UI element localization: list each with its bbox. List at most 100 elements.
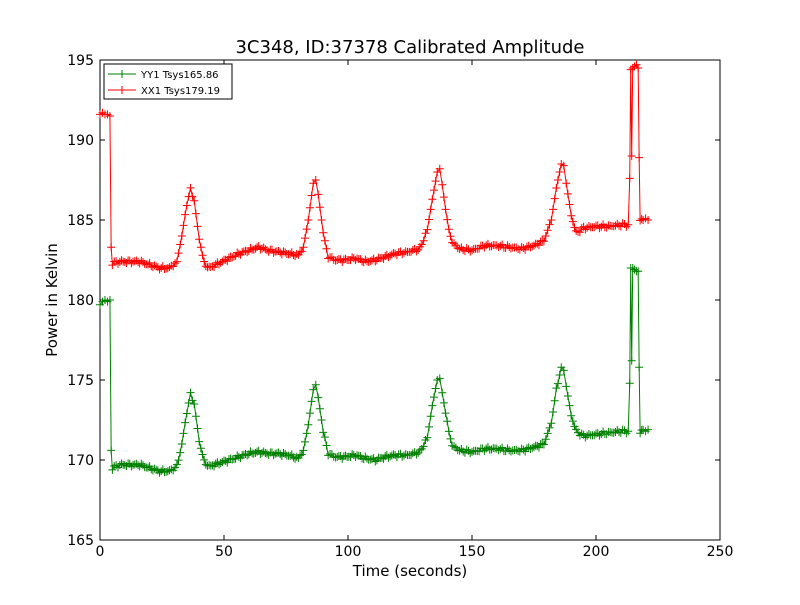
- data-point: [105, 296, 114, 304]
- data-point: [244, 247, 253, 256]
- data-point: [304, 420, 313, 429]
- legend-label: YY1 Tsys165.86: [140, 70, 219, 81]
- data-point: [550, 396, 559, 405]
- data-point: [568, 417, 577, 426]
- data-point: [291, 252, 300, 261]
- data-point: [377, 253, 386, 262]
- data-point: [565, 401, 574, 410]
- data-point: [506, 244, 515, 253]
- data-point: [539, 440, 548, 449]
- data-point: [590, 223, 599, 232]
- data-point: [333, 452, 342, 461]
- data-point: [428, 401, 437, 410]
- y-tick-label: 170: [67, 453, 94, 469]
- data-point: [190, 196, 199, 205]
- data-point: [391, 451, 400, 460]
- data-point: [305, 203, 314, 212]
- data-point: [533, 441, 542, 450]
- data-point: [625, 174, 634, 183]
- data-point: [487, 445, 496, 454]
- data-point: [635, 363, 644, 372]
- data-point: [297, 247, 306, 256]
- legend-box: [103, 63, 233, 100]
- data-point: [200, 257, 209, 266]
- data-point: [399, 248, 408, 257]
- data-point: [171, 259, 180, 268]
- data-point: [423, 225, 432, 234]
- data-point: [258, 244, 267, 253]
- data-point: [565, 200, 574, 209]
- data-point: [341, 254, 350, 263]
- data-point: [543, 429, 552, 438]
- data-point: [423, 433, 432, 442]
- data-point: [120, 461, 129, 470]
- y-tick-label: 180: [67, 293, 94, 309]
- data-point: [177, 232, 186, 240]
- data-point: [506, 447, 515, 456]
- data-point: [644, 425, 653, 434]
- data-point: [319, 428, 328, 437]
- data-point: [193, 424, 202, 433]
- data-point: [394, 248, 403, 257]
- data-point: [137, 256, 146, 265]
- data-point: [311, 380, 320, 389]
- data-point: [425, 215, 434, 224]
- data-point: [234, 452, 243, 461]
- data-point: [162, 467, 171, 476]
- data-point: [110, 461, 119, 470]
- data-point: [627, 356, 636, 365]
- data-point: [165, 263, 174, 272]
- data-point: [618, 425, 627, 434]
- data-point: [519, 445, 528, 454]
- data-point: [317, 416, 326, 424]
- data-point: [444, 427, 453, 436]
- data-point: [552, 384, 561, 393]
- data-point: [549, 408, 558, 416]
- data-point: [301, 437, 310, 446]
- data-point: [570, 223, 579, 232]
- legend-label: XX1 Tsys179.19: [141, 86, 220, 97]
- data-point: [581, 433, 590, 442]
- y-tick-label: 165: [67, 533, 94, 549]
- data-point: [179, 429, 188, 438]
- data-point: [503, 241, 512, 250]
- data-point: [188, 192, 197, 201]
- legend: YY1 Tsys165.86 XX1 Tsys179.19: [103, 63, 233, 100]
- data-point: [262, 449, 271, 458]
- data-point: [567, 211, 576, 220]
- data-point: [145, 258, 154, 267]
- data-point: [150, 464, 159, 473]
- data-point: [512, 445, 521, 454]
- data-point: [361, 452, 370, 461]
- data-point: [307, 191, 316, 200]
- data-point: [195, 235, 204, 244]
- data-point: [555, 370, 564, 379]
- data-point: [371, 457, 380, 466]
- data-point: [634, 267, 643, 276]
- y-tick-label: 190: [67, 133, 94, 149]
- data-point: [208, 461, 217, 470]
- data-point: [198, 450, 207, 459]
- data-point: [331, 256, 340, 265]
- data-point: [181, 418, 190, 427]
- data-point: [391, 249, 400, 258]
- data-point: [297, 450, 306, 459]
- data-point: [127, 462, 136, 471]
- data-point: [269, 451, 278, 460]
- data-point: [304, 216, 313, 224]
- data-point: [315, 203, 324, 212]
- data-point: [211, 459, 220, 468]
- data-point: [167, 465, 176, 474]
- data-point: [595, 224, 604, 233]
- data-point: [296, 451, 305, 460]
- data-point: [435, 164, 444, 173]
- data-point: [105, 112, 114, 120]
- data-point: [543, 226, 552, 235]
- data-point: [526, 243, 535, 252]
- x-axis: 0 50 100 150 200 250: [96, 60, 733, 560]
- data-point: [172, 257, 181, 266]
- data-point: [196, 444, 205, 453]
- data-point: [261, 448, 270, 457]
- data-point: [195, 437, 204, 446]
